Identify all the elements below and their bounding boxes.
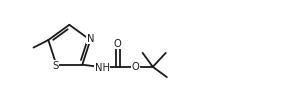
Text: O: O [132, 62, 139, 72]
Text: NH: NH [95, 63, 110, 73]
Text: O: O [114, 39, 122, 49]
Text: S: S [53, 61, 59, 71]
Text: N: N [87, 34, 94, 44]
